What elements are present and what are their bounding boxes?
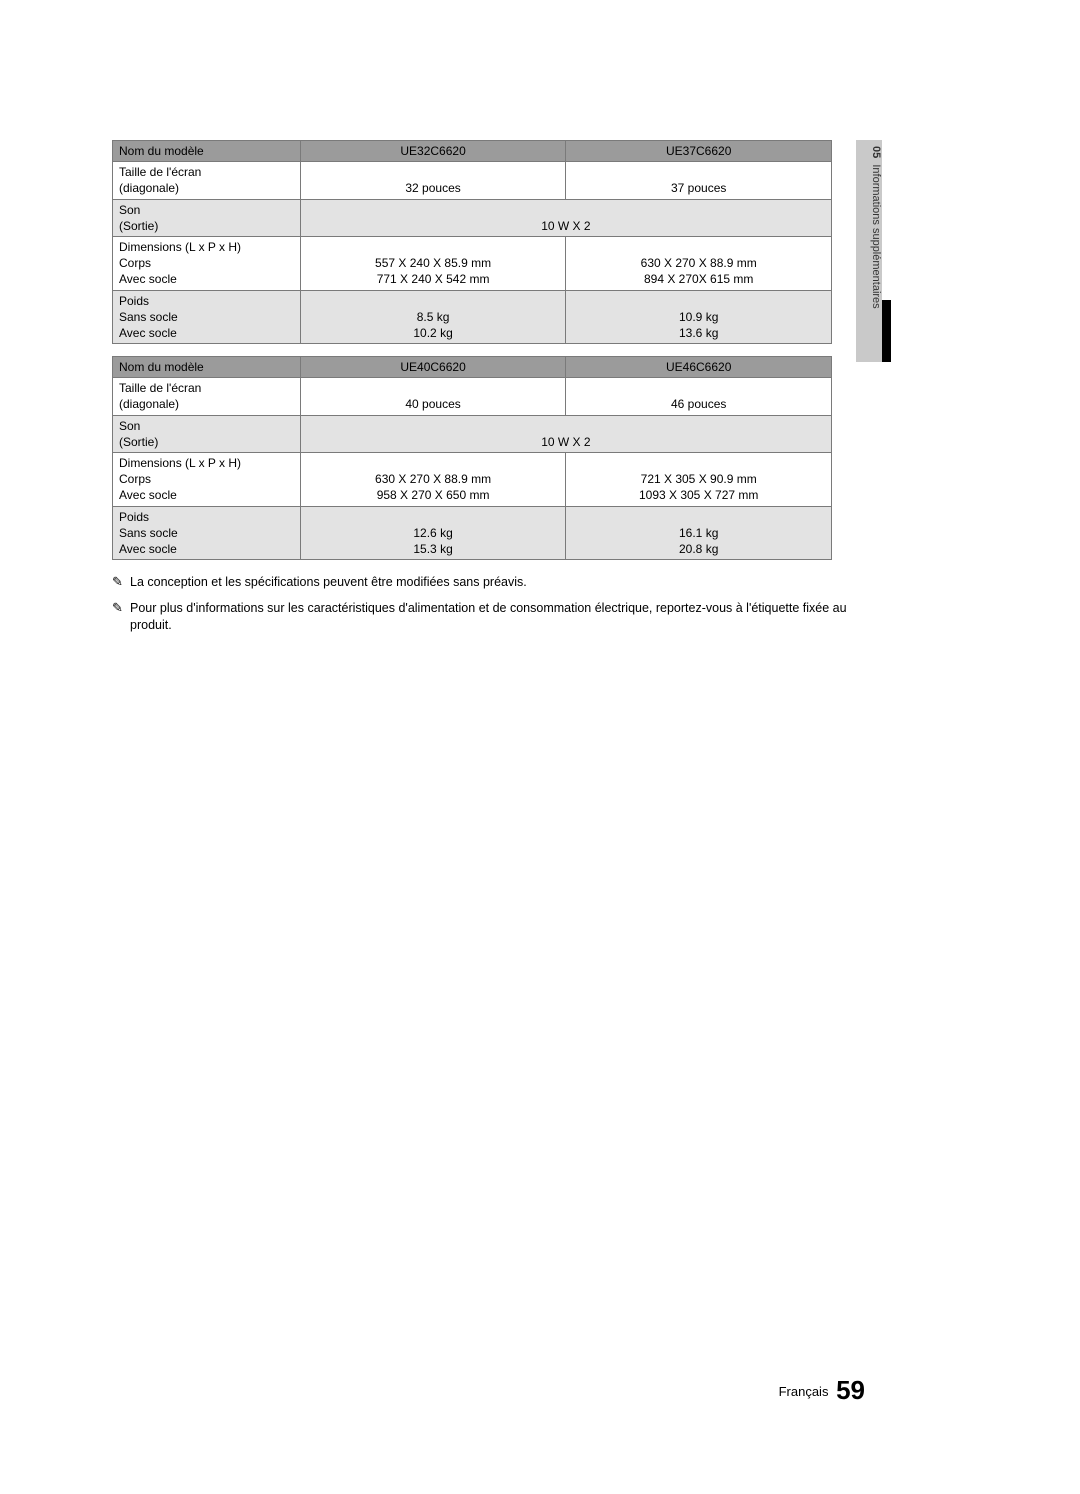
row-value: 40 pouces	[300, 378, 566, 415]
table-header-model: UE40C6620	[300, 357, 566, 378]
note-icon: ✎	[112, 600, 130, 616]
table-header-model: UE32C6620	[300, 141, 566, 162]
footer-page-number: 59	[836, 1375, 865, 1405]
row-value: 721 X 305 X 90.9 mm1093 X 305 X 727 mm	[566, 453, 832, 507]
section-tab: 05 Informations supplémentaires	[856, 140, 882, 362]
table-row: Dimensions (L x P x H)CorpsAvec socle 55…	[113, 236, 832, 290]
spec-tables: Nom du modèleUE32C6620UE37C6620Taille de…	[112, 140, 980, 560]
row-label: Son(Sortie)	[113, 415, 301, 452]
notes-list: ✎La conception et les spécifications peu…	[112, 574, 852, 635]
row-label: Dimensions (L x P x H)CorpsAvec socle	[113, 236, 301, 290]
section-title: Informations supplémentaires	[870, 164, 882, 308]
table-header-model: UE37C6620	[566, 141, 832, 162]
row-value: 557 X 240 X 85.9 mm771 X 240 X 542 mm	[300, 236, 566, 290]
table-row: PoidsSans socleAvec socle 12.6 kg15.3 kg…	[113, 506, 832, 560]
row-label: Dimensions (L x P x H)CorpsAvec socle	[113, 453, 301, 507]
table-row: Son(Sortie)10 W X 2	[113, 415, 832, 452]
row-label: Son(Sortie)	[113, 199, 301, 236]
section-number: 05	[870, 146, 882, 158]
table-row: Taille de l'écran(diagonale)32 pouces37 …	[113, 162, 832, 199]
note-text: La conception et les spécifications peuv…	[130, 574, 852, 592]
row-value: 12.6 kg15.3 kg	[300, 506, 566, 560]
note-item: ✎Pour plus d'informations sur les caract…	[112, 600, 852, 635]
spec-table: Nom du modèleUE40C6620UE46C6620Taille de…	[112, 356, 832, 560]
row-value-span: 10 W X 2	[300, 415, 831, 452]
table-row: PoidsSans socleAvec socle 8.5 kg10.2 kg …	[113, 290, 832, 344]
row-value: 16.1 kg20.8 kg	[566, 506, 832, 560]
row-value: 8.5 kg10.2 kg	[300, 290, 566, 344]
row-label: Taille de l'écran(diagonale)	[113, 378, 301, 415]
table-row: Taille de l'écran(diagonale)40 pouces46 …	[113, 378, 832, 415]
row-value-span: 10 W X 2	[300, 199, 831, 236]
row-value: 32 pouces	[300, 162, 566, 199]
row-value: 630 X 270 X 88.9 mm958 X 270 X 650 mm	[300, 453, 566, 507]
table-header-model: UE46C6620	[566, 357, 832, 378]
row-value: 630 X 270 X 88.9 mm894 X 270X 615 mm	[566, 236, 832, 290]
table-header-label: Nom du modèle	[113, 357, 301, 378]
section-tab-marker	[882, 300, 891, 362]
row-value: 37 pouces	[566, 162, 832, 199]
note-item: ✎La conception et les spécifications peu…	[112, 574, 852, 592]
row-label: PoidsSans socleAvec socle	[113, 506, 301, 560]
spec-table: Nom du modèleUE32C6620UE37C6620Taille de…	[112, 140, 832, 344]
footer-lang: Français	[779, 1384, 829, 1399]
note-text: Pour plus d'informations sur les caracté…	[130, 600, 852, 635]
row-value: 46 pouces	[566, 378, 832, 415]
row-label: PoidsSans socleAvec socle	[113, 290, 301, 344]
page-footer: Français 59	[779, 1375, 865, 1406]
table-header-label: Nom du modèle	[113, 141, 301, 162]
page-content: Nom du modèleUE32C6620UE37C6620Taille de…	[0, 0, 1080, 635]
table-row: Son(Sortie)10 W X 2	[113, 199, 832, 236]
row-value: 10.9 kg13.6 kg	[566, 290, 832, 344]
table-row: Dimensions (L x P x H)CorpsAvec socle 63…	[113, 453, 832, 507]
row-label: Taille de l'écran(diagonale)	[113, 162, 301, 199]
note-icon: ✎	[112, 574, 130, 590]
